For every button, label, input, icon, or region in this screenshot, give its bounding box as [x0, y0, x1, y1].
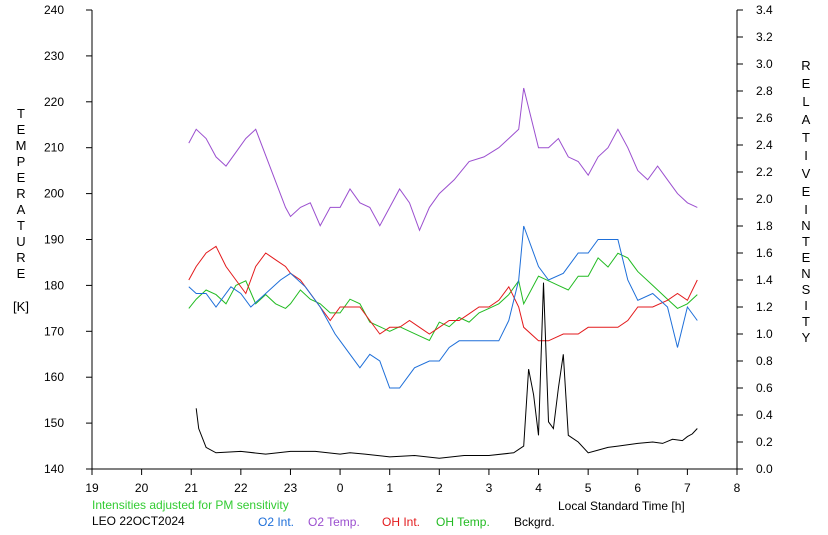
x-tick-label: 21 [185, 481, 199, 495]
y-left-tick-label: 210 [44, 141, 64, 155]
y-axis-right-letter: A [802, 112, 811, 127]
y-axis-right-letter: T [802, 130, 810, 145]
x-tick-label: 23 [284, 481, 298, 495]
y-axis-right-letter: N [801, 266, 810, 281]
y-right-tick-label: 3.2 [756, 30, 773, 44]
y-right-tick-label: 1.6 [756, 246, 773, 260]
y-left-tick-label: 140 [44, 462, 64, 476]
station-label: LEO 22OCT2024 [92, 514, 185, 528]
y-axis-left-letter: E [17, 266, 26, 281]
series-o2-int [188, 225, 698, 389]
y-axis-left-letter: P [17, 154, 26, 169]
x-axis-label: Local Standard Time [h] [558, 499, 685, 513]
y-right-tick-label: 1.8 [756, 219, 773, 233]
y-axis-right-letter: I [804, 202, 808, 217]
y-right-tick-label: 2.4 [756, 138, 773, 152]
y-right-tick-label: 1.0 [756, 327, 773, 341]
legend-oh-int: OH Int. [382, 515, 421, 529]
x-tick-label: 6 [634, 481, 641, 495]
series-layer [188, 87, 698, 459]
series-bckgrd [195, 282, 698, 459]
y-right-tick-label: 2.2 [756, 165, 773, 179]
y-axis-left-letter: E [17, 122, 26, 137]
y-left-tick-label: 200 [44, 187, 64, 201]
note-text: Intensities adjusted for PM sensitivity [92, 498, 289, 512]
plot-frame [91, 10, 738, 470]
legend-oh-temp: OH Temp. [436, 515, 490, 529]
x-tick-label: 3 [486, 481, 493, 495]
y-axis-right-letter: E [802, 250, 811, 265]
y-left-tick-label: 160 [44, 370, 64, 384]
legend-bckgrd: Bckgrd. [514, 515, 555, 529]
x-tick-label: 0 [337, 481, 344, 495]
y-axis-right-letter: E [802, 76, 811, 91]
y-axis-right-letter: I [804, 148, 808, 163]
y-axis-right-letter: I [804, 298, 808, 313]
x-tick-label: 22 [234, 481, 248, 495]
y-axis-right: 0.0 0.2 0.4 0.6 0.8 1.0 1.2 1.4 1.6 1.8 2.0 2.2 2.4 2… [737, 3, 773, 476]
y-axis-right-letter: L [802, 94, 809, 109]
y-axis-right-letter: T [802, 234, 810, 249]
y-axis-left-unit: [K] [13, 299, 29, 314]
x-axis: 19 20 21 22 23 0 1 2 3 4 5 6 7 8 [85, 469, 741, 495]
y-right-tick-label: 1.2 [756, 300, 773, 314]
y-right-tick-label: 0.2 [756, 435, 773, 449]
y-left-tick-label: 230 [44, 49, 64, 63]
y-axis-left-letter: M [16, 138, 27, 153]
x-tick-label: 20 [135, 481, 149, 495]
x-tick-label: 1 [386, 481, 393, 495]
series-line [195, 282, 698, 459]
y-axis-left-letter: T [17, 218, 25, 233]
series-oh-int [188, 245, 698, 342]
y-right-tick-label: 1.4 [756, 273, 773, 287]
y-left-tick-label: 170 [44, 324, 64, 338]
y-axis-right-letter: T [802, 314, 810, 329]
series-oh-temp [188, 252, 698, 342]
y-right-tick-label: 3.0 [756, 57, 773, 71]
legend-o2-temp: O2 Temp. [308, 515, 360, 529]
y-axis-right-letter: V [802, 166, 811, 181]
y-right-tick-label: 0.0 [756, 462, 773, 476]
series-o2-temp [188, 87, 698, 232]
y-axis-right-letter: E [802, 184, 811, 199]
x-tick-label: 19 [85, 481, 99, 495]
y-left-tick-label: 190 [44, 233, 64, 247]
y-right-tick-label: 0.6 [756, 381, 773, 395]
y-right-tick-label: 2.8 [756, 84, 773, 98]
y-axis-left-letter: R [16, 186, 25, 201]
series-line [188, 245, 698, 342]
y-right-tick-label: 0.8 [756, 354, 773, 368]
y-axis-left-letter: T [17, 106, 25, 121]
x-tick-label: 4 [535, 481, 542, 495]
y-axis-left: 140 150 160 170 180 190 200 210 220 230 240 [44, 3, 92, 476]
y-left-tick-label: 180 [44, 278, 64, 292]
y-axis-right-letter: Y [802, 330, 811, 345]
y-axis-right-letter: N [801, 218, 810, 233]
legend-o2-int: O2 Int. [258, 515, 295, 529]
series-line [188, 225, 698, 389]
y-left-tick-label: 240 [44, 3, 64, 17]
x-tick-label: 2 [436, 481, 443, 495]
series-line [188, 87, 698, 232]
y-axis-left-letter: A [17, 202, 26, 217]
y-axis-left-letter: U [16, 234, 25, 249]
x-tick-label: 8 [734, 481, 741, 495]
y-axis-right-letter: S [802, 282, 811, 297]
y-axis-left-letter: R [16, 250, 25, 265]
y-left-tick-label: 220 [44, 95, 64, 109]
y-left-tick-label: 150 [44, 416, 64, 430]
y-axis-left-letter: E [17, 170, 26, 185]
y-right-tick-label: 2.0 [756, 192, 773, 206]
y-axis-right-letter: R [801, 58, 810, 73]
y-right-tick-label: 0.4 [756, 408, 773, 422]
x-tick-label: 7 [684, 481, 691, 495]
y-right-tick-label: 3.4 [756, 3, 773, 17]
series-line [188, 252, 698, 342]
y-right-tick-label: 2.6 [756, 111, 773, 125]
x-tick-label: 5 [585, 481, 592, 495]
